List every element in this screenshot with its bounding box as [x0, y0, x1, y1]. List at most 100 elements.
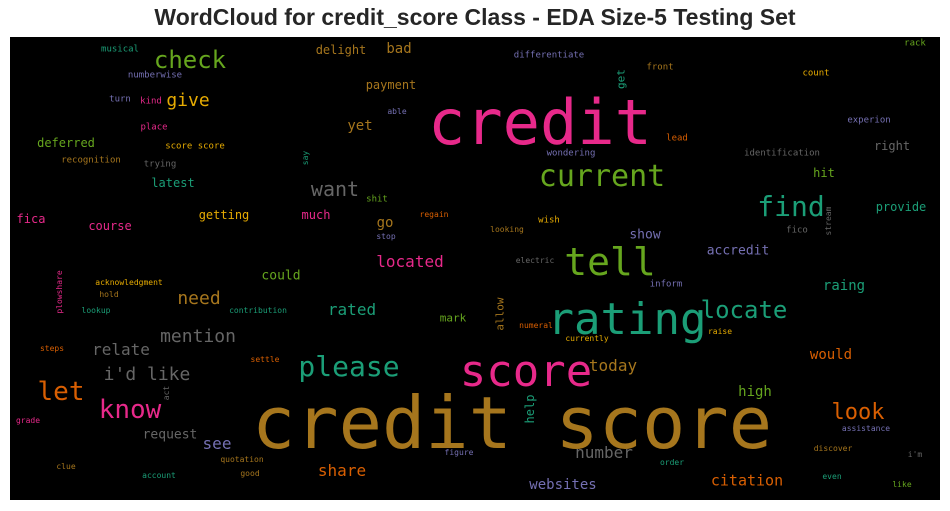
word-discover: discover	[813, 444, 853, 453]
word-check: check	[153, 46, 227, 74]
chart-title: WordCloud for credit_score Class - EDA S…	[154, 4, 796, 30]
word-get: get	[614, 69, 628, 89]
word-payment: payment	[365, 78, 417, 92]
word-inform: inform	[649, 279, 683, 290]
word-looking: looking	[490, 225, 524, 234]
word-numeral: numeral	[519, 321, 553, 330]
word-good: good	[240, 469, 260, 478]
word-score: score	[459, 346, 593, 397]
word-score-score: score score	[165, 141, 225, 152]
word-i-d-like: i'd like	[103, 364, 191, 385]
word-settle: settle	[250, 355, 280, 364]
word-wish: wish	[538, 215, 560, 226]
word-find: find	[757, 190, 825, 223]
word-clue: clue	[56, 462, 76, 471]
word-trying: trying	[143, 159, 177, 170]
word-websites: websites	[529, 477, 597, 493]
word-quotation: quotation	[220, 455, 264, 464]
word-acknowledgment: acknowledgment	[95, 278, 163, 287]
word-wondering: wondering	[546, 148, 596, 159]
word-request: request	[142, 427, 198, 443]
word-plowshare: plowshare	[55, 270, 64, 314]
word-even: even	[822, 472, 842, 481]
word-differentiate: differentiate	[513, 50, 585, 61]
word-raise: raise	[707, 327, 733, 336]
word-latest: latest	[151, 176, 195, 190]
word-high: high	[738, 384, 772, 400]
word-current: current	[538, 159, 666, 194]
word-give: give	[166, 90, 210, 111]
word-right: right	[873, 139, 911, 153]
word-recognition: recognition	[61, 155, 121, 166]
word-lead: lead	[666, 133, 688, 144]
word-know: know	[98, 395, 162, 425]
word-need: need	[177, 288, 221, 309]
word-allow: allow	[493, 297, 507, 331]
word-tell: tell	[564, 240, 656, 284]
word-yet: yet	[347, 118, 373, 134]
word-help: help	[523, 394, 537, 424]
word-located: located	[376, 252, 444, 271]
word-currently: currently	[565, 334, 609, 343]
word-musical: musical	[101, 44, 139, 55]
word-go: go	[376, 215, 394, 231]
word-show: show	[629, 227, 661, 243]
word-able: able	[387, 107, 407, 116]
word-rating: rating	[547, 294, 707, 345]
word-mention: mention	[160, 326, 236, 347]
word-steps: steps	[39, 344, 65, 353]
word-order: order	[659, 458, 685, 467]
word-share: share	[317, 461, 367, 480]
word-mark: mark	[439, 311, 467, 325]
word-stop: stop	[376, 232, 396, 241]
word-citation: citation	[710, 471, 784, 490]
word-assistance: assistance	[841, 424, 891, 433]
word-hold: hold	[99, 290, 119, 299]
word-contribution: contribution	[229, 306, 287, 315]
word-identification: identification	[744, 148, 820, 159]
word-could: could	[261, 268, 301, 284]
word-i-m: i'm	[907, 450, 923, 459]
word-delight: delight	[315, 43, 367, 57]
word-shit: shit	[366, 194, 388, 205]
word-lookup: lookup	[81, 306, 111, 315]
word-front: front	[646, 62, 674, 73]
word-today: today	[588, 356, 638, 375]
word-like: like	[892, 480, 912, 489]
word-rack: rack	[904, 38, 926, 49]
word-kind: kind	[140, 96, 162, 107]
word-turn: turn	[109, 94, 131, 105]
word-stream: stream	[824, 206, 833, 236]
word-grade: grade	[15, 416, 41, 425]
word-figure: figure	[444, 448, 474, 457]
word-act: act	[162, 385, 171, 401]
word-electric: electric	[515, 256, 555, 265]
word-place: place	[140, 122, 168, 133]
word-locate: locate	[700, 296, 788, 324]
word-experion: experion	[847, 115, 891, 126]
word-getting: getting	[198, 208, 250, 222]
word-much: much	[301, 208, 331, 222]
word-bad: bad	[386, 41, 412, 57]
word-rated: rated	[327, 300, 377, 319]
word-say: say	[301, 150, 310, 166]
word-account: account	[142, 471, 176, 480]
word-deferred: deferred	[37, 136, 95, 150]
word-want: want	[310, 177, 360, 201]
word-regain: regain	[419, 210, 449, 219]
word-course: course	[88, 219, 132, 233]
word-see: see	[202, 434, 232, 453]
word-fico: fico	[786, 225, 808, 236]
word-raing: raing	[822, 278, 866, 294]
word-relate: relate	[92, 340, 150, 359]
word-number: number	[575, 443, 633, 462]
word-count: count	[802, 68, 830, 79]
word-look: look	[831, 400, 885, 425]
word-accredit: accredit	[706, 243, 770, 259]
word-credit-score: credit score	[251, 381, 773, 465]
word-please: please	[298, 350, 400, 383]
word-would: would	[809, 347, 853, 363]
word-fica: fica	[16, 212, 46, 226]
word-credit: credit	[428, 86, 652, 159]
word-numberwise: numberwise	[127, 70, 183, 81]
